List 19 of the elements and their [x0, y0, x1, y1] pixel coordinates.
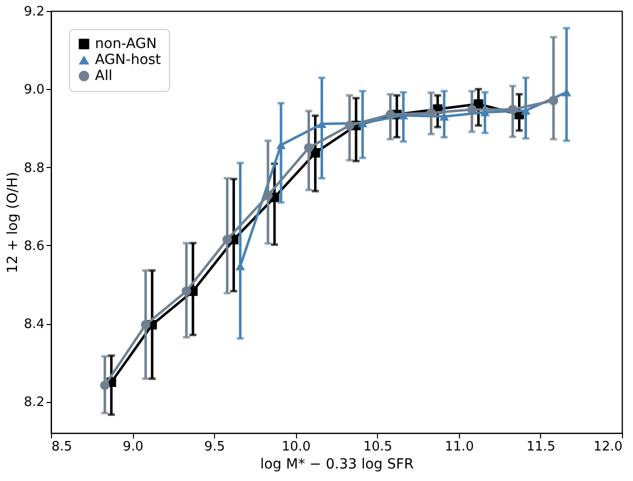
- y-tick-label: 9.0: [24, 82, 44, 98]
- y-tick-label: 8.4: [24, 317, 44, 332]
- x-axis-title: log M* − 0.33 log SFR: [260, 456, 414, 472]
- x-tick-label: 12.0: [594, 440, 622, 454]
- x-tick-label: 8.5: [52, 440, 72, 454]
- x-tick-label: 10.5: [363, 440, 392, 454]
- x-tick-label: 9.0: [122, 440, 144, 454]
- y-tick-label: 8.6: [24, 238, 44, 254]
- y-axis-title: 12 + log (O/H): [4, 172, 21, 274]
- x-tick-label: 11.5: [526, 440, 556, 454]
- legend-label: AGN-host: [95, 52, 162, 68]
- x-tick-label: 10.0: [282, 440, 311, 454]
- y-tick-label: 8.8: [24, 160, 44, 176]
- legend-label: All: [95, 68, 112, 84]
- y-tick-label: 8.2: [24, 395, 44, 410]
- x-tick-label: 9.5: [204, 440, 225, 454]
- x-tick-label: 11.0: [444, 440, 474, 454]
- y-tick-label: 9.2: [24, 4, 44, 20]
- legend-label: non-AGN: [95, 36, 157, 52]
